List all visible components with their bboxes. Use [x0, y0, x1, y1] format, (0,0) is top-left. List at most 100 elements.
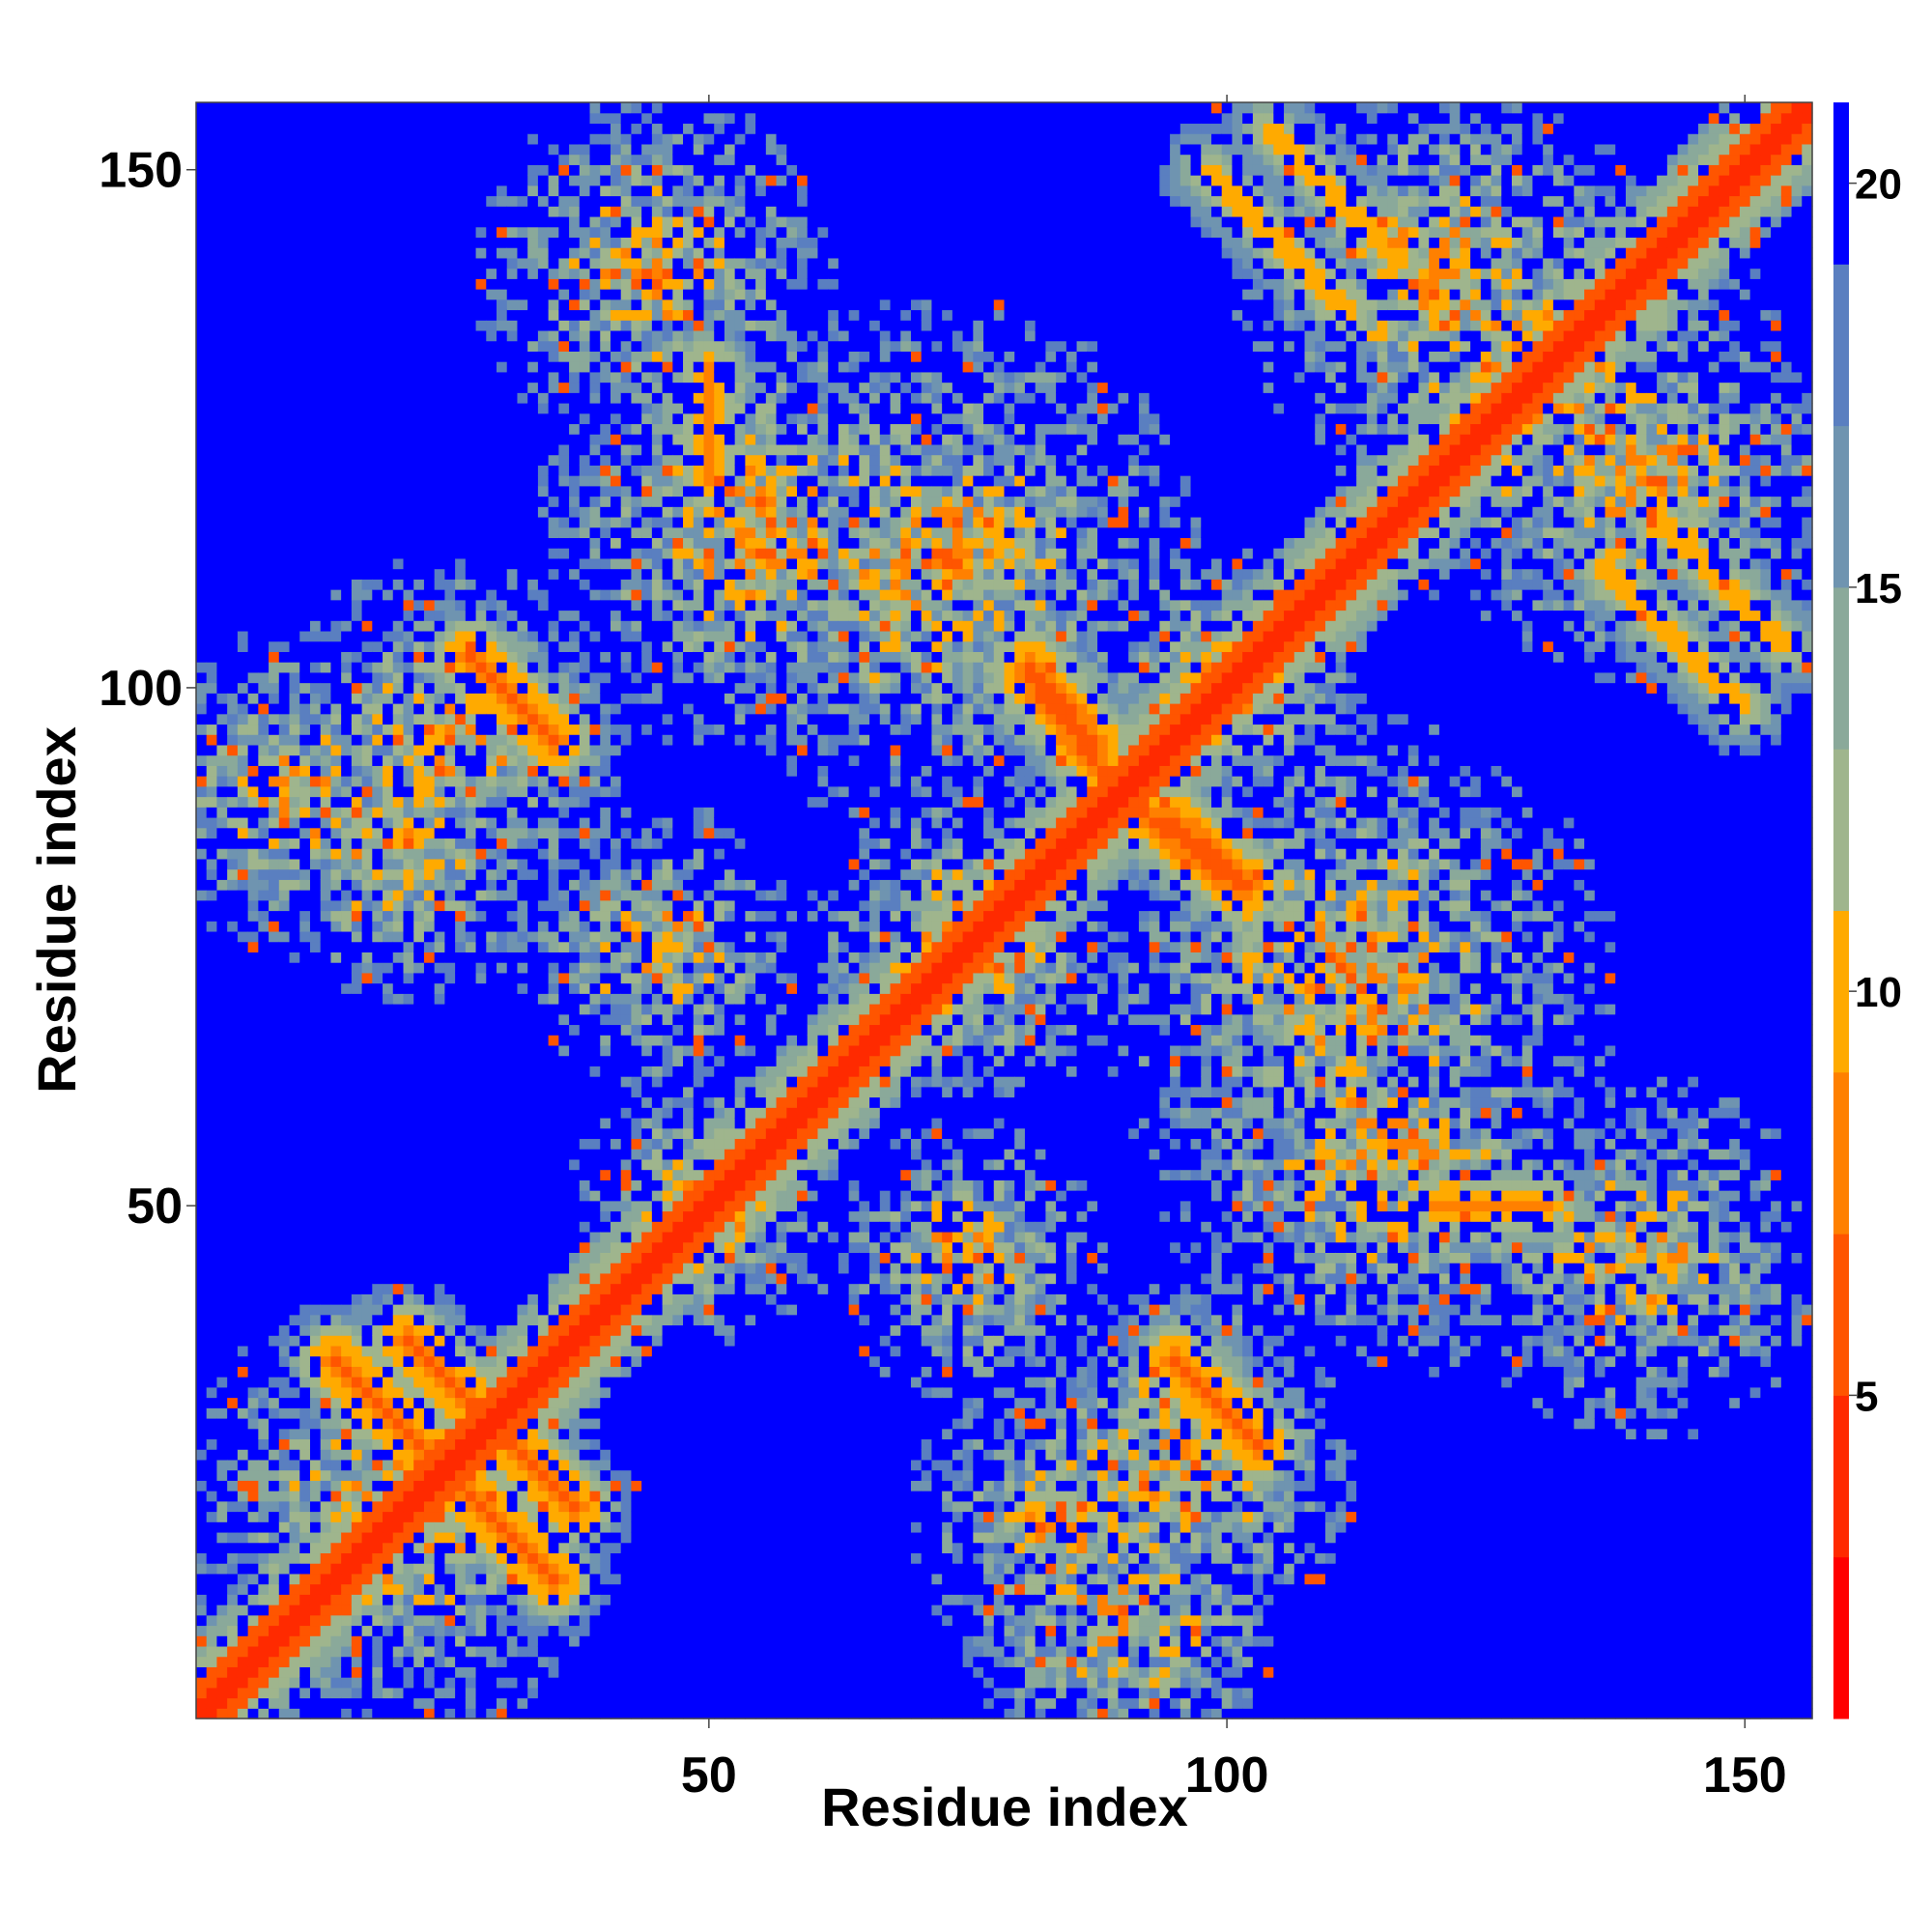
heatmap-cell — [227, 631, 238, 641]
heatmap-cell — [269, 1293, 279, 1304]
heatmap-cell — [207, 527, 217, 538]
heatmap-cell — [196, 1242, 207, 1253]
heatmap-cell — [196, 278, 207, 289]
heatmap-cell — [227, 403, 238, 413]
heatmap-cell — [269, 1512, 279, 1522]
heatmap-cell — [207, 1232, 217, 1242]
heatmap-cell — [207, 123, 217, 133]
heatmap-cell — [227, 1366, 238, 1377]
heatmap-cell — [207, 1159, 217, 1170]
heatmap-cell — [269, 1201, 279, 1211]
heatmap-cell — [269, 1398, 279, 1408]
heatmap-cell — [207, 641, 217, 652]
heatmap-cell — [216, 527, 227, 538]
heatmap-cell — [269, 216, 279, 227]
heatmap-cell — [196, 475, 207, 486]
heatmap-cell — [248, 1532, 259, 1543]
heatmap-cell — [196, 465, 207, 475]
heatmap-cell — [258, 921, 269, 931]
heatmap-cell — [258, 662, 269, 672]
heatmap-cell — [196, 196, 207, 207]
heatmap-cell — [258, 1666, 269, 1677]
heatmap-cell — [207, 589, 217, 600]
heatmap-cell — [269, 1491, 279, 1501]
heatmap-cell — [269, 1076, 279, 1087]
heatmap-cell — [216, 641, 227, 652]
heatmap-cell — [279, 797, 290, 808]
heatmap-cell — [248, 558, 259, 569]
heatmap-cell — [269, 537, 279, 548]
heatmap-cell — [248, 828, 259, 838]
heatmap-cell — [279, 848, 290, 859]
heatmap-cell — [248, 475, 259, 486]
heatmap-cell — [248, 361, 259, 372]
heatmap-cell — [248, 1284, 259, 1294]
heatmap-cell — [196, 942, 207, 952]
heatmap-cell — [227, 1594, 238, 1605]
heatmap-cell — [196, 1356, 207, 1367]
heatmap-cell — [216, 1004, 227, 1014]
heatmap-cell — [258, 164, 269, 175]
heatmap-cell — [196, 755, 207, 766]
heatmap-cell — [269, 848, 279, 859]
heatmap-cell — [258, 475, 269, 486]
heatmap-cell — [279, 693, 290, 703]
heatmap-cell — [227, 714, 238, 724]
heatmap-cell — [258, 1708, 269, 1719]
heatmap-cell — [279, 683, 290, 694]
heatmap-cell — [227, 144, 238, 155]
heatmap-cell — [279, 1387, 290, 1398]
heatmap-cell — [216, 455, 227, 466]
heatmap-cell — [196, 973, 207, 983]
heatmap-cell — [248, 879, 259, 890]
heatmap-cell — [258, 1574, 269, 1584]
heatmap-cell — [216, 309, 227, 320]
heatmap-cell — [258, 1605, 269, 1615]
heatmap-cell — [196, 392, 207, 403]
heatmap-cell — [216, 651, 227, 662]
heatmap-cell — [196, 1605, 207, 1615]
heatmap-cell — [269, 911, 279, 922]
heatmap-cell — [196, 1263, 207, 1273]
heatmap-cell — [269, 403, 279, 413]
heatmap-cell — [258, 372, 269, 383]
heatmap-cell — [196, 497, 207, 507]
heatmap-cell — [269, 506, 279, 517]
heatmap-cell — [207, 269, 217, 279]
heatmap-cell — [269, 1532, 279, 1543]
heatmap-cell — [207, 1532, 217, 1543]
heatmap-cell — [227, 1698, 238, 1709]
heatmap-cell — [227, 1677, 238, 1688]
heatmap-cell — [248, 1045, 259, 1056]
heatmap-cell — [216, 600, 227, 611]
heatmap-cell — [279, 1407, 290, 1418]
heatmap-cell — [279, 1293, 290, 1304]
heatmap-cell — [207, 1190, 217, 1201]
heatmap-cell — [216, 237, 227, 247]
heatmap-cell — [258, 1252, 269, 1263]
heatmap-cell — [269, 1056, 279, 1066]
heatmap-cell — [269, 703, 279, 714]
heatmap-cell — [238, 1149, 248, 1159]
heatmap-cell — [238, 1356, 248, 1367]
heatmap-cell — [207, 672, 217, 683]
heatmap-cell — [238, 1252, 248, 1263]
heatmap-cell — [196, 403, 207, 413]
heatmap-cell — [279, 1418, 290, 1429]
heatmap-cell — [207, 817, 217, 828]
heatmap-cell — [227, 1521, 238, 1532]
heatmap-cell — [238, 1521, 248, 1532]
heatmap-cell — [248, 289, 259, 299]
heatmap-cell — [238, 486, 248, 497]
heatmap-cell — [227, 1252, 238, 1263]
heatmap-cell — [207, 869, 217, 880]
heatmap-cell — [279, 942, 290, 952]
heatmap-cell — [238, 931, 248, 942]
heatmap-cell — [216, 351, 227, 361]
heatmap-cell — [196, 372, 207, 383]
heatmap-cell — [258, 1107, 269, 1118]
heatmap-cell — [269, 444, 279, 455]
heatmap-cell — [238, 993, 248, 1004]
heatmap-cell — [248, 931, 259, 942]
heatmap-cell — [258, 569, 269, 580]
